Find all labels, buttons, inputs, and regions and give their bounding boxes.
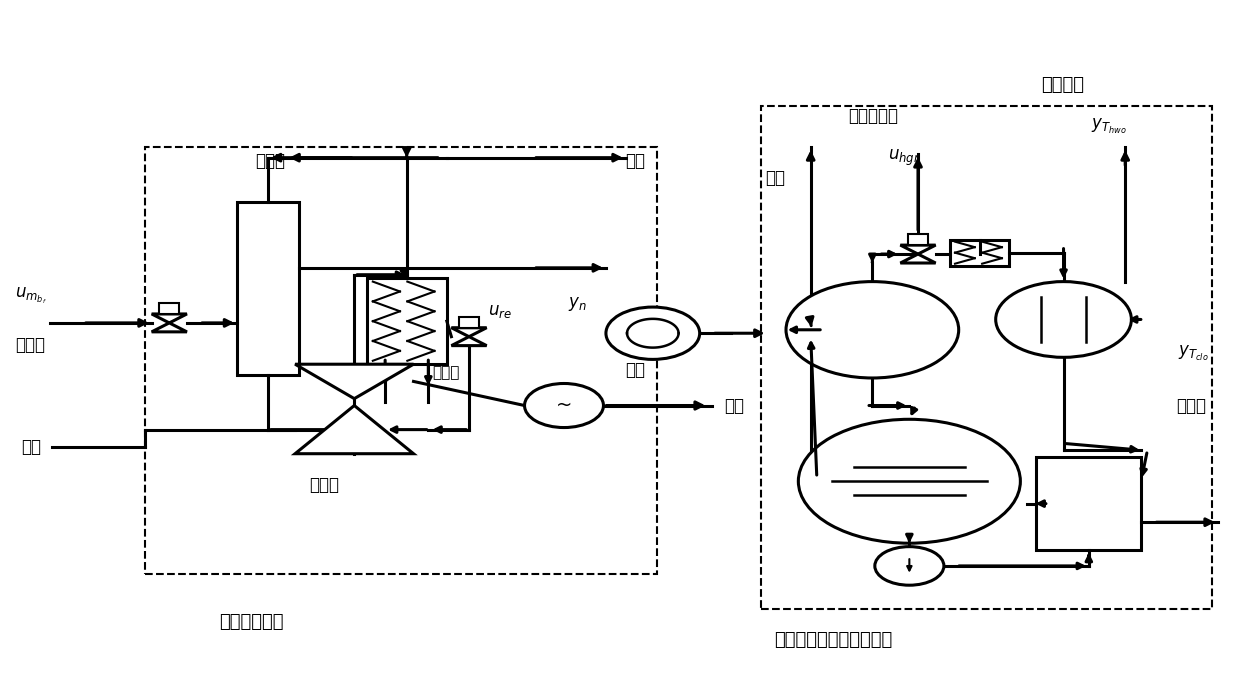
- Polygon shape: [451, 337, 487, 346]
- Text: 烟气: 烟气: [626, 152, 646, 170]
- Bar: [160, 303, 180, 314]
- Text: $y_{T_{clo}}$: $y_{T_{clo}}$: [1178, 344, 1209, 364]
- Text: 双效溴化锂吸收式制冷机: 双效溴化锂吸收式制冷机: [773, 631, 892, 649]
- Bar: [761, 106, 1212, 609]
- Text: $u_{re}$: $u_{re}$: [487, 301, 512, 319]
- Text: $u_{m_{b_f}}$: $u_{m_{b_f}}$: [15, 285, 47, 305]
- Polygon shape: [151, 323, 187, 332]
- Circle shape: [996, 282, 1131, 357]
- Text: 高压冷剂阀: 高压冷剂阀: [847, 108, 898, 126]
- Circle shape: [524, 384, 603, 428]
- Text: 废气: 废气: [764, 169, 786, 187]
- Text: 冷媒水: 冷媒水: [1176, 396, 1206, 414]
- Bar: [237, 203, 299, 375]
- Text: ~: ~: [556, 396, 572, 415]
- Polygon shape: [151, 314, 187, 323]
- Text: $y_n$: $y_n$: [567, 296, 586, 313]
- Text: 燃烧器: 燃烧器: [255, 152, 286, 170]
- Bar: [950, 239, 1010, 266]
- Text: 燃料阀: 燃料阀: [15, 336, 45, 354]
- Text: 风机: 风机: [626, 361, 646, 379]
- Circle shape: [606, 307, 700, 359]
- Polygon shape: [451, 328, 487, 337]
- Bar: [145, 147, 657, 574]
- Text: 供电: 供电: [725, 396, 745, 414]
- Text: 压缩机: 压缩机: [309, 475, 338, 493]
- Text: 生活热水: 生活热水: [1041, 76, 1084, 94]
- Text: 回热阀: 回热阀: [432, 365, 460, 380]
- Text: 空气: 空气: [21, 438, 41, 456]
- Bar: [908, 234, 928, 245]
- Circle shape: [786, 282, 959, 378]
- Polygon shape: [295, 405, 414, 454]
- Circle shape: [798, 419, 1021, 543]
- Text: $y_{T_{hwo}}$: $y_{T_{hwo}}$: [1090, 117, 1126, 136]
- Polygon shape: [901, 245, 935, 254]
- Bar: [1036, 457, 1141, 550]
- Circle shape: [875, 547, 944, 585]
- Text: 微型燃气轮机: 微型燃气轮机: [218, 613, 284, 632]
- Polygon shape: [295, 364, 414, 398]
- Polygon shape: [901, 254, 935, 263]
- Bar: [367, 278, 447, 364]
- Bar: [460, 316, 479, 328]
- Text: $u_{hgr}$: $u_{hgr}$: [888, 148, 921, 168]
